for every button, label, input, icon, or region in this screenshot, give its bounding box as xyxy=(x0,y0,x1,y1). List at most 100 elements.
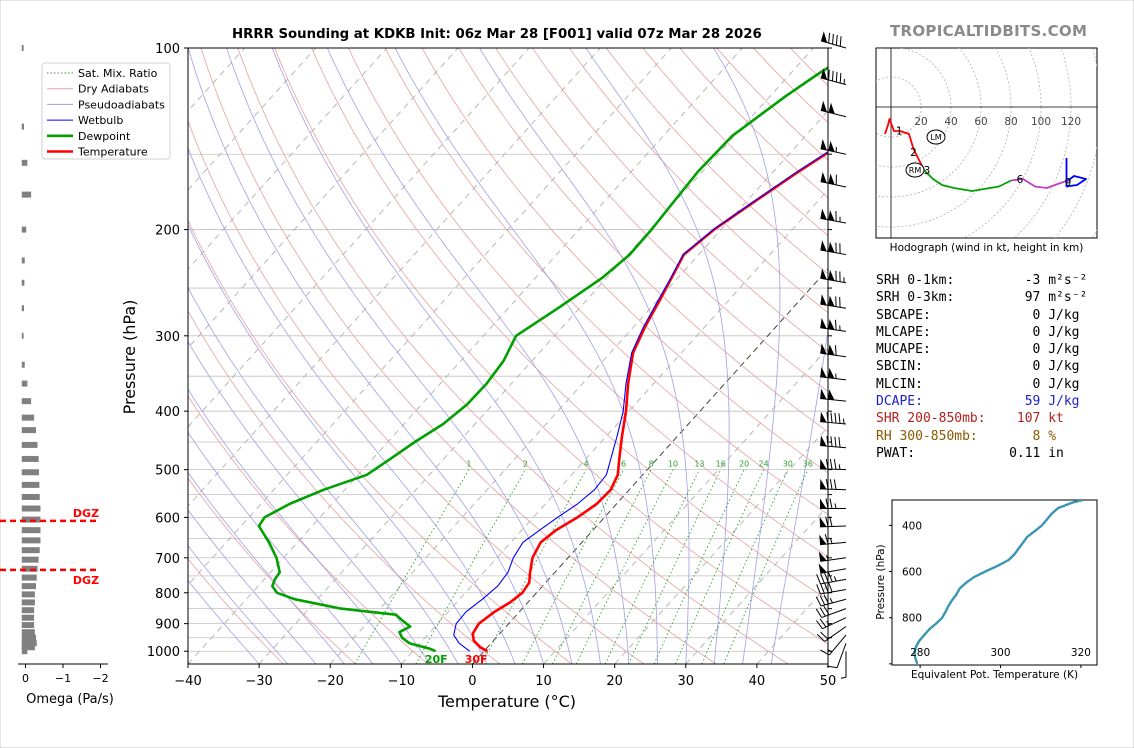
theta-e-x-tick-label: 320 xyxy=(1071,647,1091,659)
barb-pennant xyxy=(828,295,835,307)
hodograph-trace xyxy=(923,169,1012,192)
barb-full xyxy=(839,36,842,47)
mixing-ratio-label: 16 xyxy=(716,460,726,469)
storm-motion-label: LM xyxy=(930,133,941,142)
hodograph-height-label: 1 xyxy=(896,125,903,137)
parameter-row: MUCAPE: 0 J/kg xyxy=(876,341,1087,358)
parameter-value: 8 xyxy=(1032,428,1041,444)
parameter-value: 0 xyxy=(1032,376,1041,392)
barb-pennant xyxy=(820,343,827,355)
series-temperature xyxy=(471,151,828,653)
omega-bar xyxy=(21,644,35,651)
wind-barb xyxy=(820,317,847,332)
parameter-row: MLCIN: 0 J/kg xyxy=(876,376,1087,393)
pseudoadiabat xyxy=(585,48,730,664)
wind-barb xyxy=(820,366,847,381)
barb-full xyxy=(819,595,826,606)
barb-pennant xyxy=(819,516,827,527)
barb-full xyxy=(826,665,838,669)
barb-full xyxy=(830,436,833,447)
parameter-row: SRH 0-1km: -3 m²s⁻² xyxy=(876,272,1087,289)
barb-shaft xyxy=(820,376,847,381)
x-tick-label: 10 xyxy=(535,674,552,689)
barb-full xyxy=(834,412,837,424)
hodograph-ring-label: 20 xyxy=(914,116,927,128)
barb-full xyxy=(828,32,831,44)
x-tick-label: 20 xyxy=(606,674,623,689)
omega-bar xyxy=(21,455,39,462)
parameter-row: SHR 200-850mb: 107 kt xyxy=(876,410,1087,427)
hodograph-ring-label: 60 xyxy=(974,116,987,128)
parameter-label: RH 300-850mb: xyxy=(876,428,978,444)
barb-full xyxy=(830,412,833,423)
parameter-label: MLCIN: xyxy=(876,376,923,392)
barb-pennant xyxy=(820,268,827,280)
omega-bar xyxy=(21,45,24,51)
y-tick-label: 800 xyxy=(155,587,180,602)
barb-full xyxy=(835,345,837,356)
barb-pennant xyxy=(820,478,827,490)
y-tick-label: 100 xyxy=(155,42,180,57)
barb-pennant xyxy=(820,294,827,306)
hodograph-trace xyxy=(1065,158,1087,188)
mixing-ratio-line xyxy=(551,469,652,664)
pseudoadiabat xyxy=(226,48,573,664)
omega-bar xyxy=(21,123,24,130)
barb-full xyxy=(829,498,833,509)
barb-full xyxy=(816,574,821,585)
pseudoadiabat xyxy=(188,48,544,664)
omega-bar xyxy=(21,629,35,636)
barb-half xyxy=(830,538,833,544)
dry-adiabat xyxy=(188,219,573,664)
dry-adiabat xyxy=(188,477,356,664)
wind-barb xyxy=(819,534,847,546)
barb-pennant xyxy=(821,31,828,43)
mixing-ratio-label: 8 xyxy=(649,460,654,469)
parameter-row: MLCAPE: 0 J/kg xyxy=(876,324,1087,341)
parameter-label: DCAPE: xyxy=(876,394,923,410)
omega-bar xyxy=(21,648,28,655)
skew-t-y-axis-label: Pressure (hPa) xyxy=(120,300,139,415)
parameter-label: SHR 200-850mb: xyxy=(876,411,986,427)
barb-shaft xyxy=(820,588,847,595)
barb-shaft xyxy=(820,445,847,449)
barb-pennant xyxy=(820,498,827,509)
omega-bar xyxy=(21,361,25,368)
dry-adiabat xyxy=(458,48,828,433)
omega-bar xyxy=(21,614,35,621)
barb-full xyxy=(828,582,833,593)
barb-pennant xyxy=(818,563,827,574)
omega-bar xyxy=(21,427,36,434)
dry-adiabat xyxy=(569,48,828,314)
y-tick-label: 200 xyxy=(155,224,180,239)
wind-barb xyxy=(820,343,847,358)
series-dewpoint xyxy=(257,66,828,653)
parameter-value: 97 xyxy=(1024,290,1041,306)
hodograph-ring-label: 80 xyxy=(1004,116,1017,128)
dry-adiabat xyxy=(274,48,828,645)
x-tick-label: −20 xyxy=(317,674,344,689)
wind-barb xyxy=(815,617,847,630)
wind-barb xyxy=(820,498,846,510)
theta-e-y-tick-label: 600 xyxy=(902,567,922,579)
mixing-ratio-line xyxy=(575,469,674,664)
mixing-ratio-label: 36 xyxy=(803,460,813,469)
omega-bar xyxy=(21,634,36,641)
wind-barb xyxy=(820,435,847,449)
isotherm xyxy=(472,268,828,664)
wind-barb xyxy=(819,458,847,471)
parameter-value: 59 xyxy=(1024,394,1041,410)
barb-shaft xyxy=(819,488,847,491)
pseudoadiabat xyxy=(188,147,516,664)
x-tick-label: 30 xyxy=(678,674,695,689)
barb-full xyxy=(824,572,829,583)
dry-adiabat xyxy=(348,48,828,558)
watermark: TROPICALTIDBITS.COM xyxy=(890,22,1088,40)
y-tick-label: 500 xyxy=(155,464,180,479)
isotherm-label-20f: 20F xyxy=(425,653,448,666)
dry-adiabat xyxy=(200,48,717,664)
barb-half xyxy=(829,598,833,604)
wind-barb xyxy=(820,171,847,188)
parameter-unit: J/kg xyxy=(1048,324,1080,340)
parameter-label: MUCAPE: xyxy=(876,342,931,358)
